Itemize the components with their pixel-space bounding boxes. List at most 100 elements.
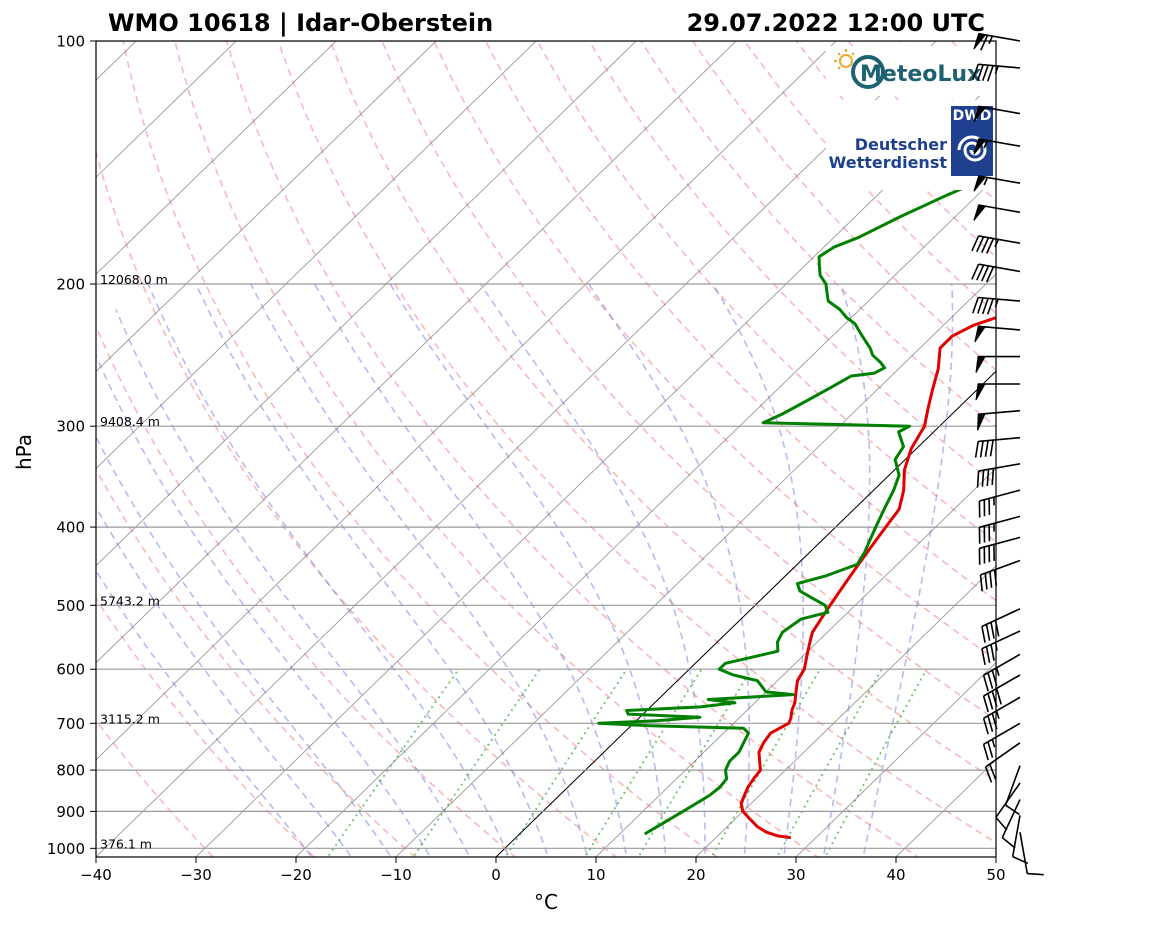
- barb-feather: [1027, 872, 1044, 876]
- dry-adiabat: [122, 41, 719, 857]
- y-tick-label: 300: [56, 418, 85, 436]
- dry-adiabat: [691, 41, 996, 371]
- wind-barb: [975, 355, 1020, 373]
- barb-staff: [983, 722, 1021, 745]
- x-tick-label: 40: [886, 866, 905, 884]
- meteolux-ring-icon: [851, 55, 885, 89]
- barb-feather: [995, 688, 1002, 705]
- dry-adiabat: [381, 41, 996, 721]
- y-tick-label: 800: [56, 762, 85, 780]
- isotherm: [96, 41, 837, 761]
- barb-feather: [985, 266, 995, 283]
- barb-feather: [994, 620, 1000, 637]
- barb-staff: [983, 674, 1021, 697]
- barb-staff: [978, 463, 1021, 472]
- barb-feather: [985, 646, 991, 663]
- barb-flag: [975, 356, 986, 373]
- mixing-ratio-line: [824, 668, 928, 857]
- moist-adiabat: [96, 435, 392, 857]
- wind-barb: [973, 32, 1021, 51]
- x-axis-label: °C: [534, 890, 558, 914]
- wind-barb: [1019, 832, 1044, 876]
- moist-adiabat: [479, 283, 706, 857]
- sun-icon: [834, 49, 855, 70]
- barb-feather: [971, 235, 980, 252]
- barb-feather: [984, 766, 993, 783]
- barb-feather: [990, 644, 995, 661]
- barb-feather: [984, 573, 988, 590]
- isotherm: [96, 41, 237, 178]
- dry-adiabat: [96, 597, 316, 857]
- isotherm: [96, 41, 437, 372]
- background-lines: [96, 23, 1160, 865]
- dry-adiabat: [96, 324, 517, 857]
- barb-staff: [979, 515, 1021, 529]
- dry-adiabat: [432, 41, 996, 661]
- dewpoint-profile: [597, 172, 996, 836]
- barb-feather: [982, 718, 989, 735]
- wind-barb: [981, 608, 1021, 643]
- barb-feather: [993, 569, 998, 587]
- barb-feather: [981, 64, 989, 82]
- barb-flag: [975, 383, 986, 401]
- dry-adiabat: [96, 467, 416, 857]
- dry-adiabat: [96, 719, 215, 857]
- barb-half-feather: [991, 739, 996, 748]
- moist-adiabat: [147, 283, 510, 857]
- wind-barb: [978, 536, 1021, 565]
- barb-half-feather: [995, 710, 1000, 719]
- dry-adiabat: [1140, 23, 1160, 865]
- wind-barb: [973, 204, 1021, 221]
- barb-feather: [985, 238, 995, 254]
- y-tick-label: 600: [56, 661, 85, 679]
- isotherm: [395, 273, 996, 857]
- temperature-profile: [739, 316, 996, 840]
- moist-adiabat: [250, 283, 589, 857]
- title-datetime: 29.07.2022 12:00 UTC: [687, 9, 985, 37]
- barb-feather: [982, 695, 989, 713]
- barb-feather: [1001, 836, 1016, 849]
- dwd-badge-text: DWD: [953, 108, 992, 124]
- isotherm: [96, 41, 537, 470]
- wind-barb: [982, 674, 1021, 713]
- wind-barb: [977, 409, 1021, 431]
- barb-feather: [986, 65, 994, 82]
- barb-staff: [981, 630, 1021, 650]
- y-tick-label: 200: [56, 276, 85, 294]
- barb-feather: [995, 816, 1008, 831]
- barb-feather: [976, 264, 985, 281]
- barb-half-feather: [994, 642, 998, 651]
- x-tick-label: −40: [80, 866, 112, 884]
- barb-staff: [980, 559, 1021, 576]
- meteolux-logo: MeteoLux: [826, 46, 996, 96]
- barb-flag: [973, 138, 987, 155]
- isotherm: [96, 41, 637, 567]
- dry-adiabat: [174, 41, 819, 857]
- mixing-ratio-line: [504, 668, 628, 857]
- x-tick-label: 30: [786, 866, 805, 884]
- barb-feather: [977, 64, 984, 81]
- y-axis-label: hPa: [12, 434, 36, 470]
- barb-feather: [971, 263, 980, 280]
- dry-adiabat: [536, 41, 996, 544]
- mixing-ratio-line: [584, 668, 703, 857]
- wind-barb: [995, 782, 1021, 831]
- wind-barb: [979, 559, 1021, 592]
- wind-barb: [972, 296, 1021, 315]
- barb-half-feather: [994, 239, 1000, 248]
- barb-feather: [984, 440, 989, 457]
- barb-feather: [976, 471, 980, 488]
- wind-barb: [978, 489, 1021, 518]
- wind-barb: [971, 235, 1021, 254]
- barb-staff: [983, 653, 1021, 676]
- mixing-ratio-line: [637, 668, 753, 857]
- barb-half-feather: [983, 177, 989, 186]
- barb-feather: [982, 744, 989, 761]
- y-axis: 100 200 300 400 500 600 700 800 900 1000: [47, 33, 96, 858]
- mixing-ratio-line: [710, 668, 821, 857]
- barb-half-feather: [994, 298, 999, 308]
- dry-adiabat: [277, 41, 996, 844]
- barb-feather: [986, 298, 994, 315]
- wind-barb: [974, 436, 1021, 458]
- dry-adiabat: [96, 149, 618, 857]
